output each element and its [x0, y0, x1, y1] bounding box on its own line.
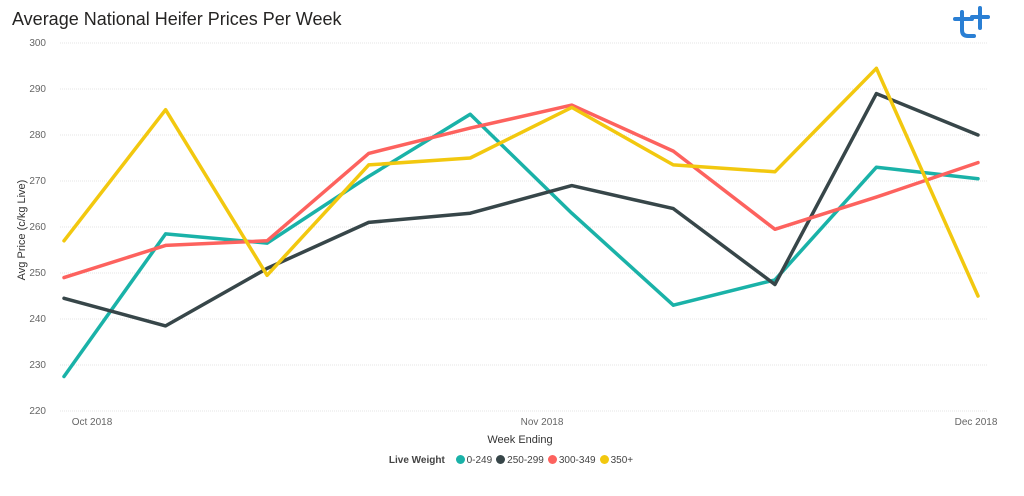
- y-tick-label: 280: [29, 130, 46, 141]
- y-tick-label: 270: [29, 176, 46, 187]
- data-point-250-299[interactable]: [672, 207, 675, 210]
- data-point-250-299[interactable]: [469, 212, 472, 215]
- data-point-300-349[interactable]: [773, 228, 776, 231]
- legend-label: 250-299: [507, 455, 544, 466]
- data-point-350+[interactable]: [367, 163, 370, 166]
- data-point-350+[interactable]: [672, 163, 675, 166]
- legend-label: 300-349: [559, 455, 596, 466]
- data-point-250-299[interactable]: [977, 134, 980, 137]
- legend-title: Live Weight: [389, 455, 445, 466]
- series-lines: [63, 67, 980, 378]
- data-point-250-299[interactable]: [367, 221, 370, 224]
- x-axis-ticks: Oct 2018 Nov 2018 Dec 2018: [72, 417, 998, 428]
- legend-marker-icon: [548, 455, 557, 464]
- x-tick-label: Dec 2018: [955, 417, 998, 428]
- data-point-250-299[interactable]: [63, 297, 66, 300]
- legend-marker-icon: [456, 455, 465, 464]
- y-tick-label: 290: [29, 84, 46, 95]
- data-point-350+[interactable]: [164, 108, 167, 111]
- data-point-300-349[interactable]: [469, 127, 472, 130]
- data-point-300-349[interactable]: [367, 152, 370, 155]
- y-tick-label: 230: [29, 360, 46, 371]
- y-axis-ticks: 220 230 240 250 260 270 280 290 300: [29, 38, 46, 417]
- y-tick-label: 220: [29, 406, 46, 417]
- data-point-300-349[interactable]: [977, 161, 980, 164]
- data-point-300-349[interactable]: [164, 244, 167, 247]
- y-tick-label: 300: [29, 38, 46, 49]
- line-chart: 220 230 240 250 260 270 280 290 300 Oct 2018 Nov …: [0, 0, 1024, 496]
- data-point-350+[interactable]: [773, 170, 776, 173]
- data-point-0-249[interactable]: [469, 113, 472, 116]
- series-line-350+[interactable]: [64, 68, 978, 296]
- data-point-300-349[interactable]: [63, 276, 66, 279]
- data-point-0-249[interactable]: [875, 166, 878, 169]
- data-point-350+[interactable]: [977, 295, 980, 298]
- data-point-250-299[interactable]: [773, 283, 776, 286]
- y-axis-title: Avg Price (c/kg Live): [16, 180, 28, 281]
- legend-item-350+[interactable]: 350+: [600, 455, 634, 466]
- data-point-250-299[interactable]: [875, 92, 878, 95]
- data-point-300-349[interactable]: [875, 196, 878, 199]
- data-point-300-349[interactable]: [672, 150, 675, 153]
- legend-label: 350+: [611, 455, 634, 466]
- data-point-350+[interactable]: [63, 239, 66, 242]
- data-point-350+[interactable]: [266, 274, 269, 277]
- data-point-250-299[interactable]: [164, 324, 167, 327]
- data-point-0-249[interactable]: [164, 232, 167, 235]
- data-point-350+[interactable]: [875, 67, 878, 70]
- x-tick-label: Nov 2018: [521, 417, 564, 428]
- legend-marker-icon: [496, 455, 505, 464]
- y-tick-label: 250: [29, 268, 46, 279]
- data-point-300-349[interactable]: [266, 239, 269, 242]
- data-point-250-299[interactable]: [570, 184, 573, 187]
- y-tick-label: 240: [29, 314, 46, 325]
- data-point-350+[interactable]: [570, 106, 573, 109]
- data-point-0-249[interactable]: [977, 177, 980, 180]
- x-tick-label: Oct 2018: [72, 417, 113, 428]
- legend: Live Weight 0-249 250-299 300-349 350+: [0, 455, 1024, 466]
- legend-item-0-249[interactable]: 0-249: [456, 455, 493, 466]
- legend-item-250-299[interactable]: 250-299: [496, 455, 544, 466]
- legend-item-300-349[interactable]: 300-349: [548, 455, 596, 466]
- data-point-250-299[interactable]: [266, 267, 269, 270]
- data-point-0-249[interactable]: [63, 375, 66, 378]
- data-point-0-249[interactable]: [672, 304, 675, 307]
- legend-marker-icon: [600, 455, 609, 464]
- y-tick-label: 260: [29, 222, 46, 233]
- data-point-0-249[interactable]: [570, 212, 573, 215]
- data-point-350+[interactable]: [469, 157, 472, 160]
- legend-label: 0-249: [467, 455, 493, 466]
- x-axis-title: Week Ending: [487, 434, 552, 446]
- data-point-0-249[interactable]: [367, 175, 370, 178]
